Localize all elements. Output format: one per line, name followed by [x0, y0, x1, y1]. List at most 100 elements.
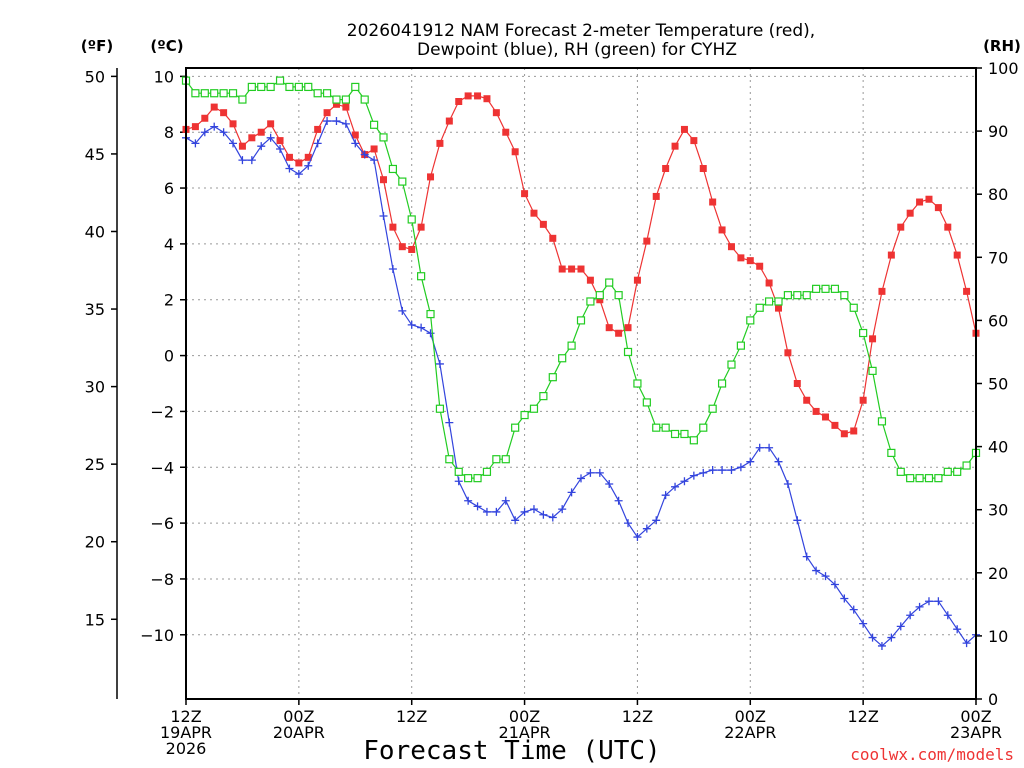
temperature-point — [737, 254, 745, 262]
temperature-point — [633, 276, 641, 284]
celsius-tick-label: 10 — [154, 67, 174, 86]
rh-point — [830, 284, 840, 293]
temperature-point — [803, 396, 811, 404]
rh-point — [680, 429, 689, 439]
temperature-series — [182, 92, 980, 438]
dewpoint-point — [877, 641, 886, 650]
x-axis-title: Forecast Time (UTC) — [363, 736, 660, 766]
dewpoint-point — [661, 491, 670, 500]
dewpoint-point — [435, 359, 444, 368]
rh-point — [962, 461, 971, 470]
rh-point — [708, 404, 717, 413]
temperature-point — [248, 134, 256, 142]
dewpoint-point — [680, 477, 689, 486]
rh-point — [407, 215, 416, 224]
rh-point — [567, 341, 576, 350]
temperature-point — [756, 262, 764, 270]
dewpoint-point — [238, 156, 247, 165]
rh-point — [849, 303, 858, 312]
dewpoint-point — [539, 510, 548, 519]
dewpoint-point — [652, 516, 661, 525]
celsius-tick-label: 2 — [164, 291, 174, 310]
fahrenheit-tick-label: 50 — [85, 67, 105, 86]
celsius-tick-label: −8 — [150, 570, 174, 589]
time-tick-label: 12Z — [847, 707, 878, 726]
celsius-tick-label: −4 — [150, 458, 174, 477]
dewpoint-point — [266, 133, 275, 142]
time-tick-label: 12Z — [170, 707, 201, 726]
temperature-point — [201, 114, 209, 122]
dewpoint-point — [793, 516, 802, 525]
rh-tick-label: 60 — [988, 311, 1008, 330]
celsius-tick-label: −2 — [150, 402, 174, 421]
temperature-point — [276, 137, 284, 145]
temperature-point — [963, 287, 971, 295]
rh-point — [783, 291, 793, 300]
dewpoint-point — [191, 139, 200, 148]
chart-title-line2: Dewpoint (blue), RH (green) for CYHZ — [417, 40, 737, 60]
rh-tick-label: 0 — [988, 690, 998, 709]
dewpoint-point — [699, 468, 708, 477]
rh-point — [247, 82, 256, 92]
temperature-point — [652, 192, 660, 200]
rh-point — [859, 328, 868, 338]
time-tick-label: 20APR — [273, 723, 325, 742]
temperature-point — [351, 131, 359, 139]
temperature-point — [624, 324, 632, 332]
rh-tick-label: 70 — [988, 248, 1008, 267]
temperature-point — [934, 204, 942, 212]
celsius-tick-label: 6 — [164, 179, 174, 198]
rh-point — [661, 423, 670, 432]
rh-point — [266, 82, 275, 92]
rh-point — [501, 455, 510, 464]
time-tick-label: 12Z — [396, 707, 427, 726]
temperature-point — [408, 245, 416, 253]
temperature-point — [238, 142, 246, 150]
temperature-line — [185, 95, 977, 435]
time-tick-label: 00Z — [509, 707, 540, 726]
dewpoint-point — [896, 622, 905, 631]
fahrenheit-tick-label: 40 — [85, 222, 105, 241]
dewpoint-point — [642, 524, 651, 533]
rh-point — [915, 474, 924, 483]
temperature-point — [775, 304, 782, 312]
rh-point — [304, 82, 313, 92]
dewpoint-point — [868, 633, 877, 642]
dewpoint-point — [417, 323, 426, 332]
time-tick-label: 19APR — [160, 723, 212, 742]
dewpoint-point — [360, 150, 369, 159]
dewpoint-point — [501, 496, 510, 505]
temperature-point — [812, 407, 820, 415]
dewpoint-point — [276, 144, 285, 153]
celsius-axis: 10 8 6 4 2 0 −2 −4 −6 −8 −10 — [140, 67, 186, 645]
dewpoint-point — [624, 519, 633, 528]
dewpoint-point — [755, 443, 764, 452]
fahrenheit-tick-label: 25 — [85, 455, 105, 474]
dewpoint-point — [426, 329, 435, 338]
dewpoint-point — [473, 502, 482, 511]
temperature-point — [474, 92, 482, 100]
dewpoint-point — [802, 552, 811, 561]
fahrenheit-unit-label: (ºF) — [81, 37, 113, 55]
celsius-tick-label: 0 — [164, 347, 174, 366]
temperature-point — [389, 223, 397, 231]
dewpoint-point — [351, 139, 360, 148]
gridlines — [186, 68, 976, 699]
rh-point — [642, 398, 651, 407]
rh-point — [605, 278, 614, 287]
rh-point — [435, 404, 445, 413]
rh-point — [426, 309, 435, 319]
dewpoint-point — [906, 611, 915, 620]
rh-point — [576, 316, 586, 325]
rh-point — [228, 89, 238, 98]
temperature-point — [455, 98, 463, 106]
rh-point — [482, 467, 492, 476]
dewpoint-point — [887, 633, 896, 642]
temperature-point — [793, 380, 801, 387]
rh-point — [529, 404, 539, 413]
rh-point — [840, 291, 849, 300]
dewpoint-point — [388, 265, 397, 274]
rh-point — [210, 89, 219, 98]
rh-point — [755, 303, 764, 312]
rh-point — [934, 474, 943, 483]
